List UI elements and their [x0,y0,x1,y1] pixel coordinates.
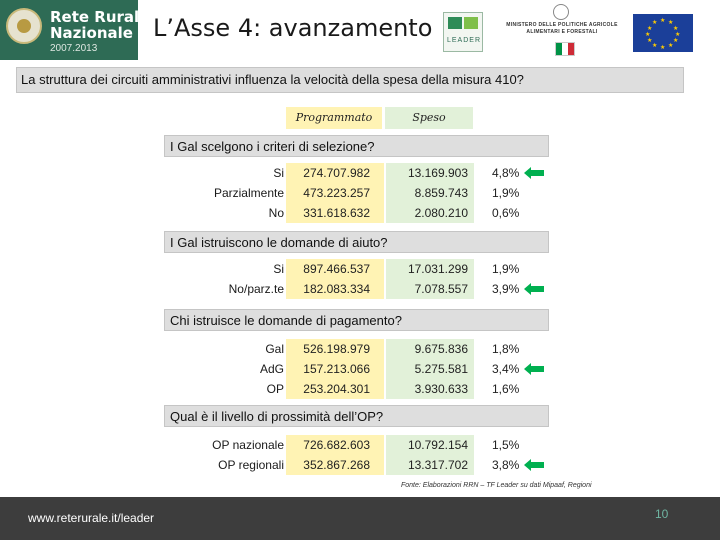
speso-cell: 7.078.557 [386,279,474,299]
row-label: Parzialmente [213,186,284,200]
programmato-cell: 253.204.301 [286,379,384,399]
leader-logo: LEADER [443,12,483,52]
seal-icon [6,8,42,44]
percent-cell: 1,9% [492,186,520,200]
leader-logo-text: LEADER [447,37,482,44]
row-label: AdG [259,362,284,376]
slide-title: L’Asse 4: avanzamento [153,14,433,42]
speso-cell: 8.859.743 [386,183,474,203]
arrow-left-icon [524,363,544,375]
arrow-left-icon [524,167,544,179]
programmato-cell: 526.198.979 [286,339,384,359]
speso-cell: 2.080.210 [386,203,474,223]
footer-link[interactable]: www.reterurale.it/leader [28,511,155,525]
programmato-cell: 274.707.982 [286,163,384,183]
row-label: OP regionali [218,458,284,472]
italian-flag-icon [555,42,575,56]
section-header: Chi istruisce le domande di pagamento? [164,309,549,331]
percent-cell: 1,5% [492,438,520,452]
legend-programmato: Programmato [286,107,382,129]
row-label: No/parz.te [228,282,284,296]
arrow-left-icon [524,459,544,471]
arrow-left-icon [524,283,544,295]
percent-cell: 1,9% [492,262,520,276]
speso-cell: 17.031.299 [386,259,474,279]
speso-cell: 9.675.836 [386,339,474,359]
speso-cell: 5.275.581 [386,359,474,379]
section-header: I Gal istruiscono le domande di aiuto? [164,231,549,253]
ministry-line-1: MINISTERO DELLE POLITICHE AGRICOLE [506,22,618,28]
row-label: No [268,206,284,220]
question-banner: La struttura dei circuiti amministrativi… [16,67,684,93]
programmato-cell: 726.682.603 [286,435,384,455]
percent-cell: 1,8% [492,342,520,356]
page-number: 10 [655,507,669,521]
percent-cell: 4,8% [492,166,520,180]
section-header: Qual è il livello di prossimità dell’OP? [164,405,549,427]
percent-cell: 0,6% [492,206,520,220]
percent-cell: 3,9% [492,282,520,296]
rete-rurale-logo: Rete Rurale Nazionale 2007.2013 [0,0,149,60]
row-label: Si [273,262,284,276]
speso-cell: 10.792.154 [386,435,474,455]
programmato-cell: 182.083.334 [286,279,384,299]
ministry-emblem-icon [553,4,569,20]
row-label: Si [273,166,284,180]
logo-line-1: Rete Rurale [50,8,150,26]
row-label: OP [266,382,284,396]
percent-cell: 3,8% [492,458,520,472]
programmato-cell: 897.466.537 [286,259,384,279]
programmato-cell: 473.223.257 [286,183,384,203]
logo-years: 2007.2013 [50,43,98,54]
speso-cell: 13.169.903 [386,163,474,183]
speso-cell: 3.930.633 [386,379,474,399]
row-label: Gal [265,342,284,356]
speso-cell: 13.317.702 [386,455,474,475]
section-header: I Gal scelgono i criteri di selezione? [164,135,549,157]
row-label: OP nazionale [212,438,284,452]
percent-cell: 1,6% [492,382,520,396]
programmato-cell: 157.213.066 [286,359,384,379]
footer: www.reterurale.it/leader 10 [0,497,720,540]
source-note: Fonte: Elaborazioni RRN – TF Leader su d… [401,482,592,489]
percent-cell: 3,4% [492,362,520,376]
ministry-line-2: ALIMENTARI E FORESTALI [526,29,598,35]
eu-flag-icon: ★ ★ ★ ★ ★ ★ ★ ★ ★ ★ ★ ★ [633,14,693,52]
legend-speso: Speso [385,107,473,129]
programmato-cell: 331.618.632 [286,203,384,223]
programmato-cell: 352.867.268 [286,455,384,475]
logo-line-2: Nazionale [50,24,133,42]
